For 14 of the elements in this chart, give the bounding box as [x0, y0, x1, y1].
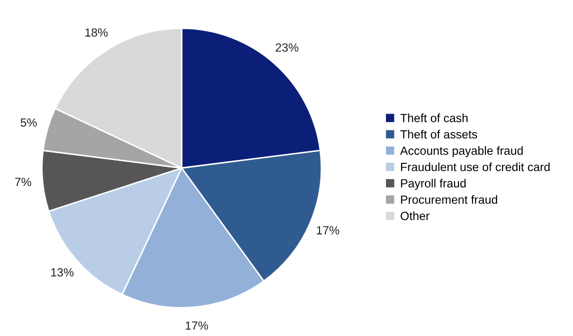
data-label: 18%: [85, 28, 108, 37]
legend-label: Payroll fraud: [401, 178, 466, 190]
legend-label: Accounts payable fraud: [400, 146, 523, 158]
legend-label: Fraudulent use of credit card: [401, 162, 550, 172]
data-label: 13%: [51, 268, 74, 277]
legend-label: Theft of assets: [400, 130, 478, 139]
data-label: 17%: [316, 226, 340, 234]
data-label: 23%: [276, 43, 298, 52]
data-label: 17%: [186, 321, 208, 330]
legend-label: Theft of cash: [400, 114, 468, 122]
legend-label: Procurement fraud: [401, 195, 498, 204]
legend-label: Other: [400, 211, 430, 220]
data-label: 5%: [20, 118, 37, 127]
data-label: 7%: [15, 178, 32, 186]
